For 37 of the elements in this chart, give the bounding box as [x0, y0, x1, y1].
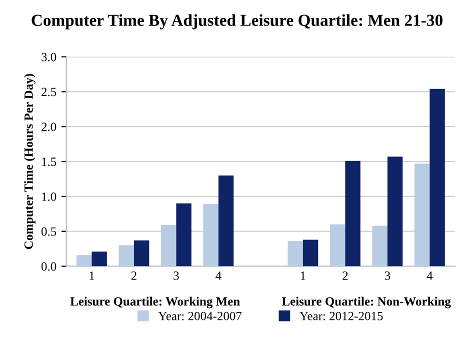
bar	[92, 252, 107, 266]
text: Leisure Quartile: Working Men	[70, 296, 240, 308]
x-tick-label: 4	[216, 272, 222, 280]
y-tick-label: 2.0	[42, 122, 56, 132]
chart-title: Computer Time By Adjusted Leisure Quartile: Men 21-30	[32, 14, 442, 30]
bar	[345, 160, 360, 266]
bar	[160, 225, 176, 266]
x-tick-label: 3	[174, 272, 179, 280]
bar	[414, 164, 430, 266]
bar	[372, 226, 388, 266]
y-tick-label: 2.5	[42, 88, 56, 96]
y-tick-label: 1.5	[42, 158, 56, 166]
text: Leisure Quartile: Non-Working	[282, 296, 451, 308]
bar	[203, 204, 218, 266]
y-tick-label: 0.0	[41, 262, 56, 271]
bar	[387, 156, 403, 266]
bar	[176, 203, 192, 266]
bar	[430, 88, 445, 266]
bar	[218, 175, 234, 266]
y-axis-title: Computer Time (Hours Per Day)	[24, 74, 36, 249]
y-tick-label: 0.5	[41, 227, 56, 236]
bar	[288, 241, 303, 266]
bar	[302, 240, 318, 266]
y-tick-label: 3.0	[42, 52, 56, 62]
x-tick-label: 1	[90, 272, 94, 280]
legend-label: Year: 2004-2007	[158, 312, 242, 320]
bar	[330, 224, 346, 266]
x-tick-label: 2	[342, 272, 348, 280]
x-tick-label: 2	[131, 272, 136, 280]
y-tick-label: 1.0	[42, 192, 56, 201]
x-tick-label: 3	[384, 272, 390, 280]
legend-label: Year: 2012-2015	[300, 312, 383, 320]
x-tick-label: 4	[426, 272, 433, 280]
bar	[76, 255, 92, 266]
x-tick-label: 1	[300, 272, 306, 280]
bar	[118, 245, 134, 266]
bar	[134, 240, 150, 266]
